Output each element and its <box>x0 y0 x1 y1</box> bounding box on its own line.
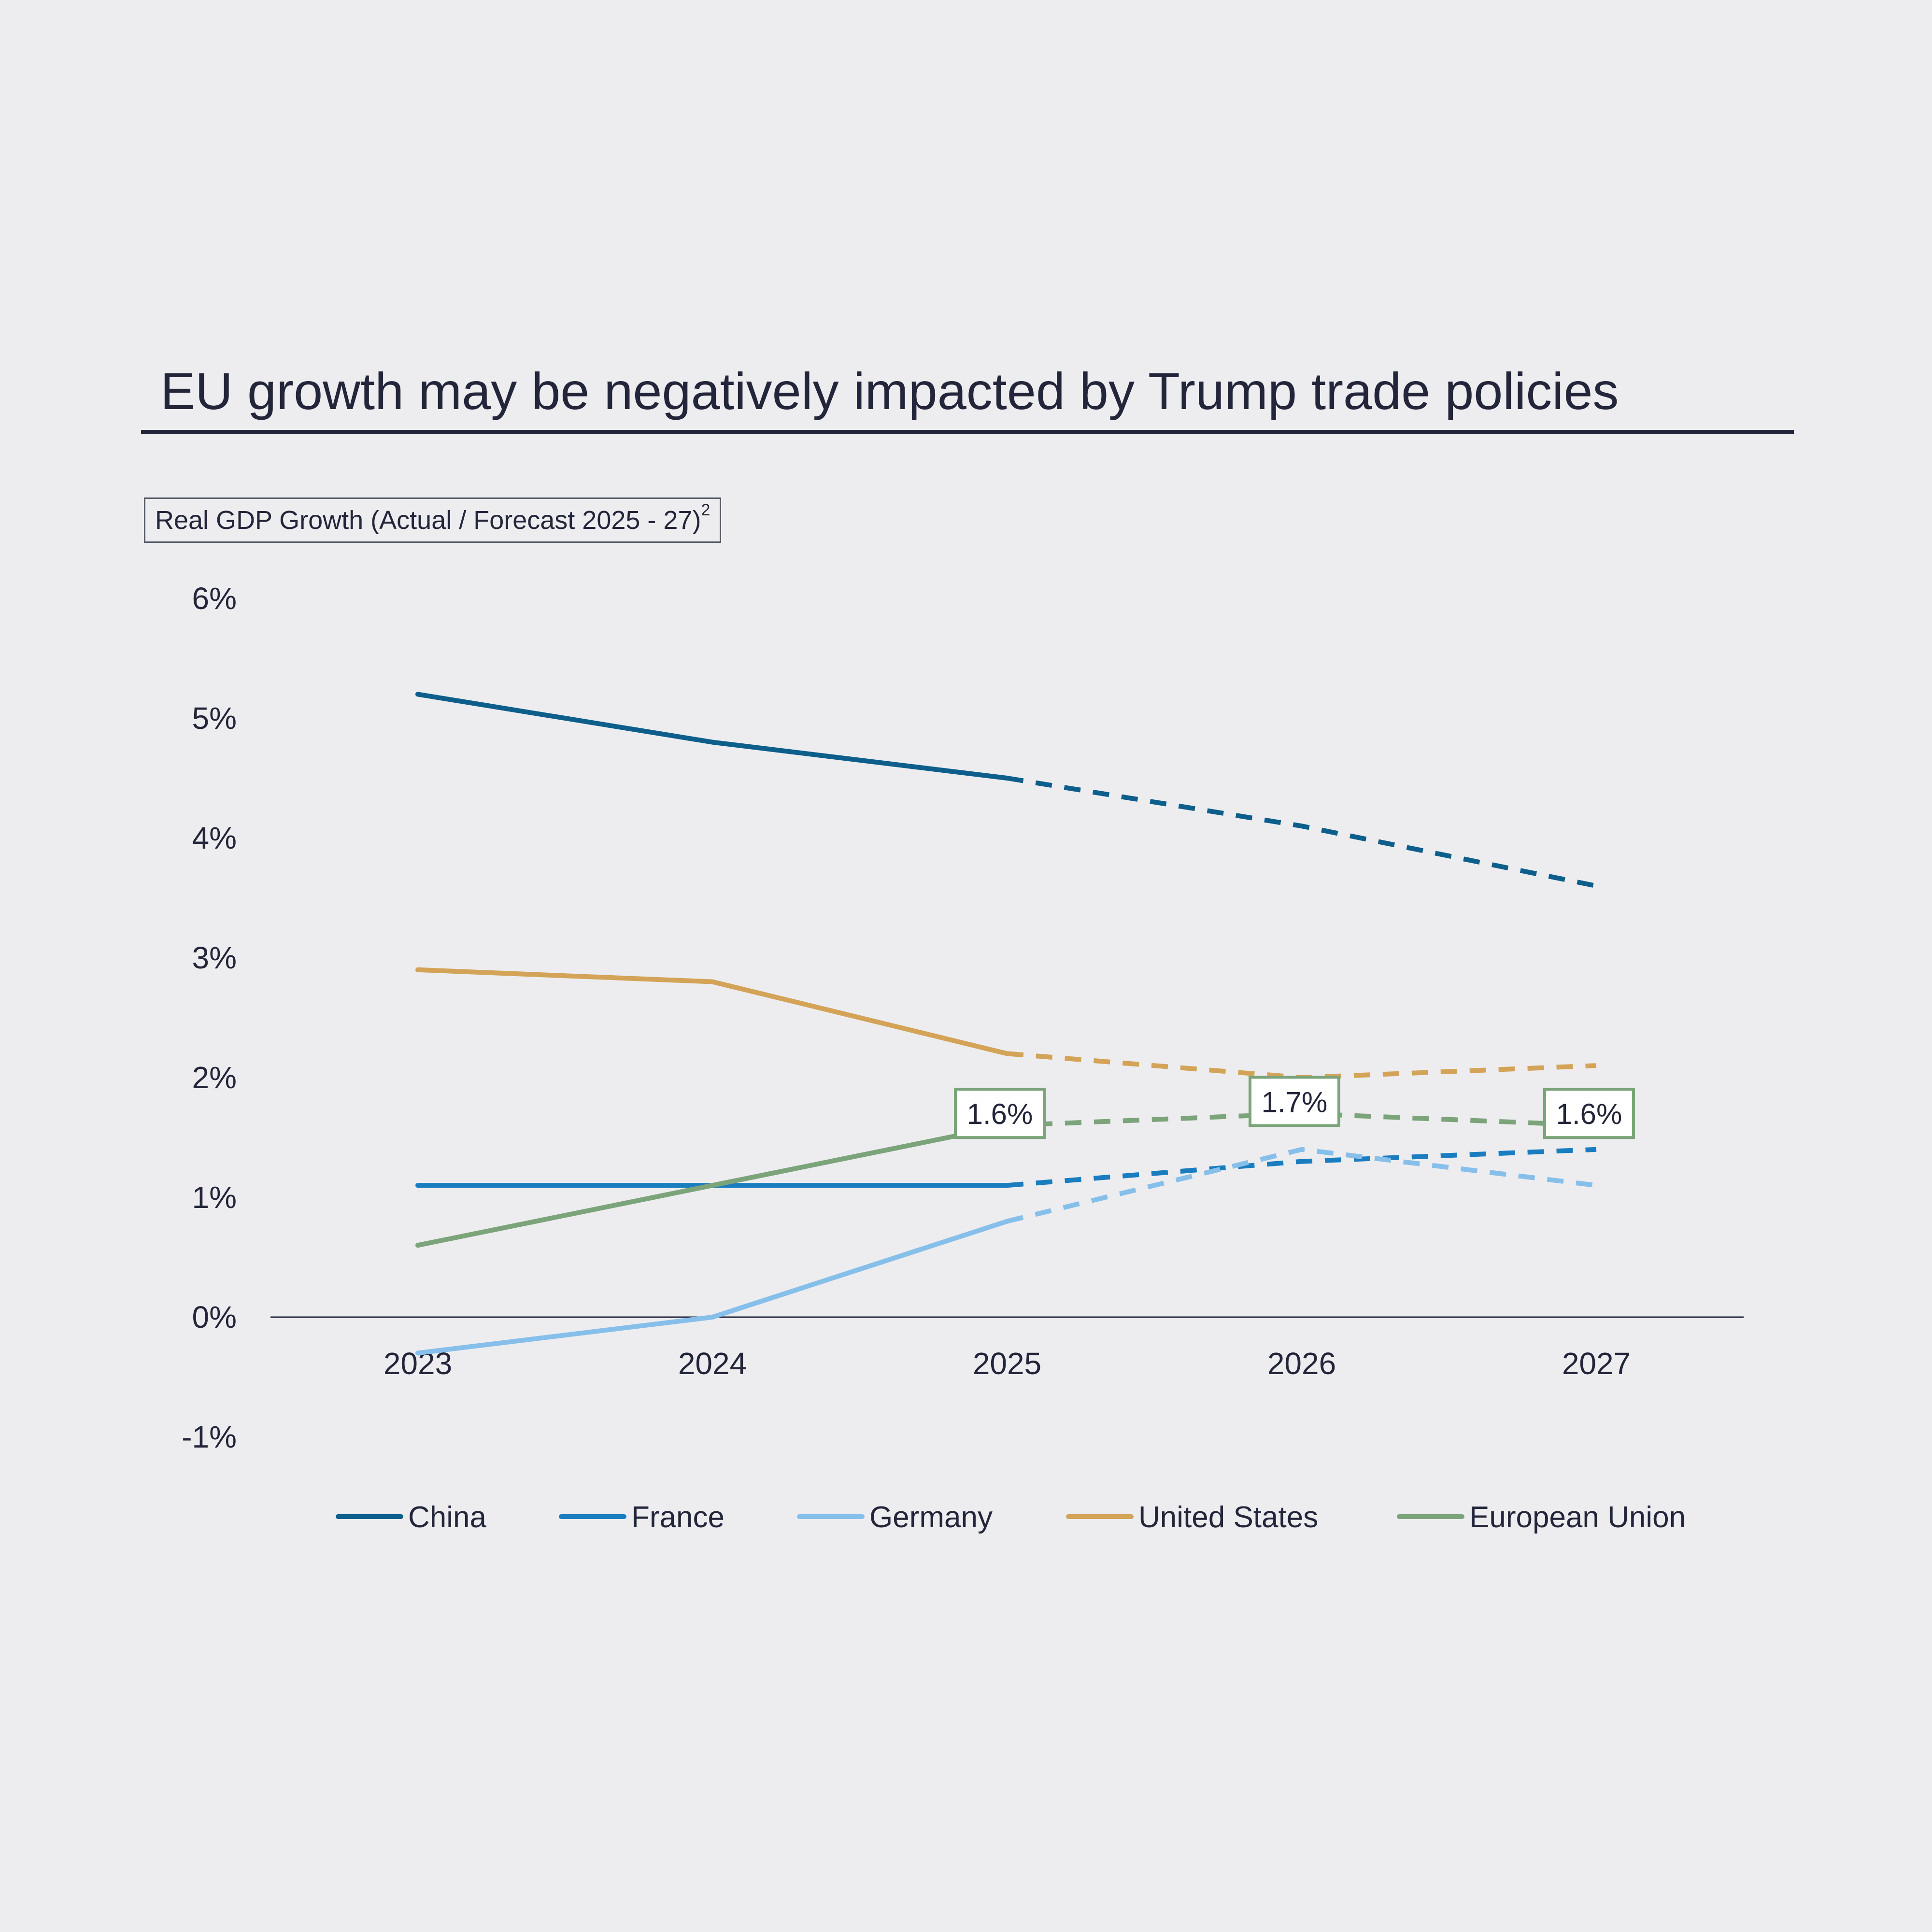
x-axis-tick-labels: 2023 2024 2025 2026 2027 <box>384 1346 1631 1381</box>
series-france <box>415 1147 1597 1188</box>
annotation-european-union-2025: 1.6% <box>954 1088 1046 1139</box>
chart-subtitle-text: Real GDP Growth (Actual / Forecast 2025 … <box>155 506 701 535</box>
title-divider <box>141 430 1794 434</box>
y-tick-label-5: 5% <box>192 701 237 736</box>
y-tick-label-1: -1% <box>182 1420 237 1454</box>
legend-label: France <box>631 1501 724 1534</box>
x-tick-label-2024: 2024 <box>678 1346 747 1381</box>
series-line-forecast-united-states <box>1007 1051 1597 1080</box>
series-germany <box>415 1147 1597 1356</box>
page-title: EU growth may be negatively impacted by … <box>160 362 1619 420</box>
legend-label: China <box>408 1501 487 1534</box>
series-line-actual-european-union <box>415 1123 1009 1248</box>
series-line-actual-germany <box>415 1219 1009 1356</box>
series-line-actual-united-states <box>415 967 1009 1056</box>
x-tick-label-2026: 2026 <box>1267 1346 1336 1381</box>
y-tick-label-2: 2% <box>192 1060 237 1095</box>
series-china <box>415 692 1597 889</box>
data-annotations: 1.6% 1.7% 1.6% <box>954 1076 1635 1139</box>
y-tick-label-0: 0% <box>192 1300 237 1335</box>
x-tick-label-2027: 2027 <box>1562 1346 1631 1381</box>
series-line-actual-china <box>415 692 1009 781</box>
annotation-label: 1.6% <box>1556 1098 1622 1130</box>
legend-item-germany: Germany <box>797 1501 993 1534</box>
series-united-states <box>415 967 1597 1080</box>
annotation-label: 1.7% <box>1262 1086 1328 1118</box>
legend-item-united-states: United States <box>1066 1501 1318 1534</box>
y-tick-label-6: 6% <box>192 581 237 616</box>
y-axis-tick-labels: 6% 5% 4% 3% 2% 1% 0% -1% <box>182 581 237 1454</box>
series-line-forecast-germany <box>1006 1147 1597 1224</box>
chart-subtitle: Real GDP Growth (Actual / Forecast 2025 … <box>144 497 722 543</box>
annotation-european-union-2027: 1.6% <box>1543 1088 1635 1139</box>
annotation-label: 1.6% <box>967 1098 1033 1130</box>
legend-item-european-union: European Union <box>1397 1501 1686 1534</box>
annotation-box <box>954 1088 1046 1139</box>
y-tick-label-1: 1% <box>192 1180 237 1215</box>
legend-item-china: China <box>336 1501 487 1534</box>
series-line-forecast-france <box>1007 1147 1597 1188</box>
y-tick-label-3: 3% <box>192 940 237 975</box>
legend: China France Germany United States European … <box>336 1501 1686 1534</box>
legend-item-france: France <box>559 1501 724 1534</box>
x-tick-label-2025: 2025 <box>973 1346 1041 1381</box>
series-lines <box>415 692 1597 1356</box>
legend-label: Germany <box>869 1501 993 1534</box>
annotation-european-union-2026: 1.7% <box>1249 1076 1340 1127</box>
y-tick-label-4: 4% <box>192 821 237 855</box>
annotation-box <box>1543 1088 1635 1139</box>
series-line-forecast-china <box>1007 776 1597 889</box>
annotation-box <box>1249 1076 1340 1127</box>
legend-label: United States <box>1138 1501 1318 1534</box>
footnote-marker: 2 <box>701 501 710 519</box>
legend-label: European Union <box>1469 1501 1686 1534</box>
